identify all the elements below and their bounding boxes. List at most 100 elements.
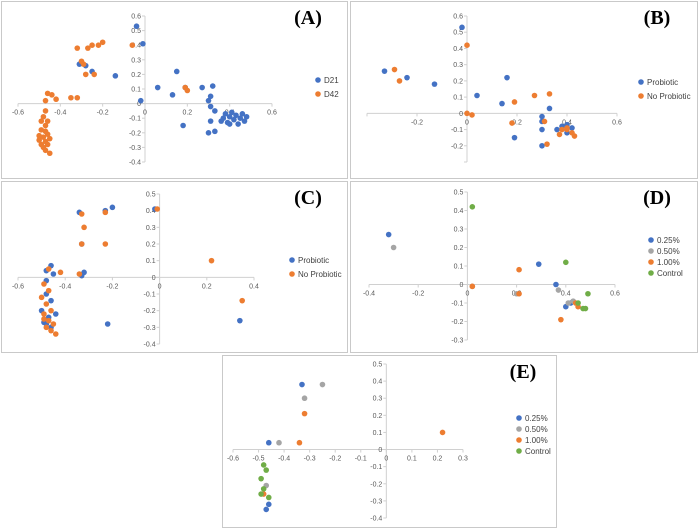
data-point-d42 <box>38 118 45 124</box>
y-tick-label: 0.3 <box>373 396 383 403</box>
y-tick-label: 0.2 <box>373 413 383 420</box>
data-point-0-50 <box>276 439 282 446</box>
data-point-no-probiotic <box>41 316 47 322</box>
y-tick-label: 0.3 <box>146 225 156 232</box>
y-tick-label: 0.1 <box>373 430 383 437</box>
data-point-probiotic <box>237 317 243 324</box>
data-point-no-probiotic <box>78 211 85 217</box>
data-point-no-probiotic <box>546 91 553 97</box>
y-tick-label: 0.1 <box>454 264 464 271</box>
y-tick-label: 0.3 <box>453 62 463 69</box>
data-point-d21 <box>199 84 205 91</box>
y-tick-label: 0.6 <box>131 14 141 21</box>
data-point-0-25 <box>263 506 270 513</box>
x-tick-label: -0.6 <box>227 456 239 463</box>
legend-marker-1-00 <box>648 259 654 265</box>
legend-marker-probiotic <box>638 79 644 85</box>
x-tick-label: -0.3 <box>304 456 316 463</box>
data-point-d21 <box>241 118 248 124</box>
legend-label: Probiotic <box>298 256 329 265</box>
y-tick-label: 0 <box>152 275 156 282</box>
y-tick-label: -0.1 <box>451 301 463 308</box>
data-point-0-25 <box>265 501 272 508</box>
data-point-1-00 <box>296 439 303 446</box>
data-point-d42 <box>40 113 47 120</box>
data-point-no-probiotic <box>41 311 47 317</box>
chart-svg: -0.6-0.4-0.200.20.40.6-0.4-0.3-0.2-0.100… <box>12 7 339 167</box>
scatter-panel-c: -0.6 -0.4 -0.2 0 0.2 0.4 -0.4 -0.3 -0.2 -0.1 0 0.1 0… <box>1 181 348 353</box>
data-point-d42 <box>74 45 81 51</box>
legend-marker-d21 <box>315 77 321 83</box>
data-point-0-25 <box>299 381 305 388</box>
data-point-probiotic <box>499 100 505 107</box>
x-tick-label: -0.2 <box>411 119 423 126</box>
y-tick-label: -0.2 <box>370 481 382 488</box>
y-tick-label: 0.2 <box>454 245 464 252</box>
legend-label: Control <box>525 447 551 456</box>
y-tick-label: -0.1 <box>129 116 141 123</box>
data-point-no-probiotic <box>208 257 215 264</box>
data-point-probiotic <box>504 74 510 81</box>
panel-label: (C) <box>294 187 322 209</box>
data-point-no-probiotic <box>239 297 245 304</box>
data-point-no-probiotic <box>48 327 54 334</box>
data-point-d21 <box>207 103 214 110</box>
data-point-no-probiotic <box>511 99 518 105</box>
data-point-d21 <box>243 113 250 120</box>
data-point-d21 <box>207 93 214 100</box>
y-tick-label: -0.1 <box>144 292 156 299</box>
data-point-no-probiotic <box>396 78 403 84</box>
x-tick-label: -0.2 <box>97 110 109 117</box>
data-point-probiotic <box>459 24 465 31</box>
data-point-d42 <box>85 45 91 51</box>
legend-label: 1.00% <box>525 436 548 445</box>
data-point-d21 <box>226 113 233 120</box>
data-point-no-probiotic <box>45 266 52 272</box>
legend-label: No Probiotic <box>647 92 691 101</box>
legend-label: D21 <box>324 76 339 85</box>
data-point-d21 <box>239 111 246 117</box>
y-tick-label: 0.1 <box>146 258 156 265</box>
y-tick-label: -0.2 <box>451 319 463 326</box>
data-point-no-probiotic <box>559 126 565 133</box>
data-point-d42 <box>80 61 87 67</box>
legend-label: 1.00% <box>657 258 680 267</box>
data-point-probiotic <box>381 68 388 74</box>
data-point-0-50 <box>301 395 308 402</box>
data-point-control <box>469 204 476 210</box>
legend-label: 0.25% <box>525 414 548 423</box>
y-tick-label: 0.2 <box>146 242 156 249</box>
panel-label: (B) <box>644 7 671 29</box>
y-tick-label: 0.3 <box>131 57 141 64</box>
data-point-control <box>563 259 569 266</box>
y-tick-label: 0 <box>378 447 382 454</box>
x-tick-label: -0.2 <box>106 283 118 290</box>
x-tick-label: -0.5 <box>253 456 265 463</box>
data-point-d42 <box>36 132 42 139</box>
data-point-d42 <box>46 150 53 157</box>
y-tick-label: -0.3 <box>129 145 141 152</box>
y-tick-label: -0.1 <box>370 464 382 471</box>
panel-label: (E) <box>510 361 537 383</box>
data-point-d21 <box>140 40 146 47</box>
data-point-0-50 <box>565 300 572 306</box>
data-point-d21 <box>180 122 186 129</box>
data-point-no-probiotic <box>43 324 50 331</box>
y-tick-label: 0.4 <box>131 43 141 50</box>
y-tick-label: 0.5 <box>454 190 464 197</box>
data-point-control <box>575 300 581 306</box>
chart-svg: -0.6 -0.5 -0.4 -0.3 -0.2 -0.1 0 0.1 0.2 0.3-0.4-0… <box>227 361 551 523</box>
data-point-0-50 <box>319 381 326 388</box>
y-tick-label: -0.4 <box>144 342 156 349</box>
x-tick-label: -0.4 <box>54 110 66 117</box>
x-tick-label: -0.4 <box>59 283 71 290</box>
data-point-control <box>260 462 267 468</box>
y-tick-label: 0.5 <box>146 192 156 199</box>
data-point-d42 <box>42 122 49 129</box>
data-point-d42 <box>91 71 97 78</box>
data-point-1-00 <box>558 316 564 323</box>
data-point-0-25 <box>265 439 272 446</box>
panel-label: (A) <box>294 7 322 29</box>
data-point-no-probiotic <box>50 321 57 327</box>
data-point-d42 <box>42 108 49 114</box>
